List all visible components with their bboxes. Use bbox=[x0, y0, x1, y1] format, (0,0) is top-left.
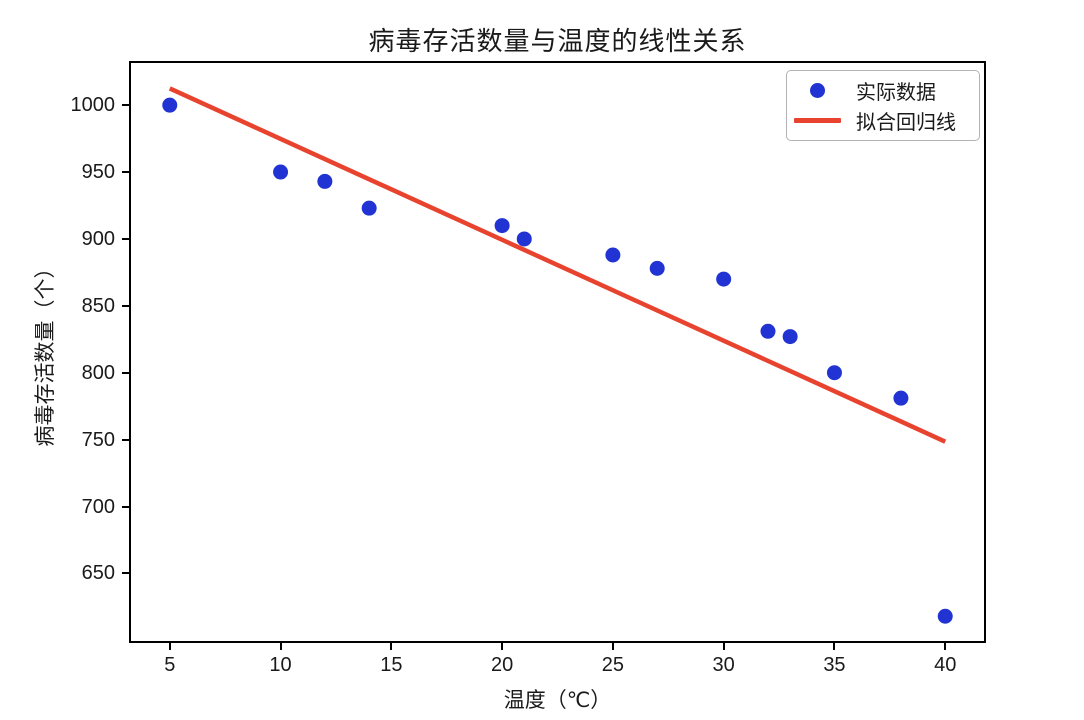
scatter-point bbox=[273, 164, 289, 180]
x-tick-mark bbox=[722, 643, 725, 650]
scatter-point bbox=[760, 323, 776, 339]
scatter-point bbox=[826, 365, 842, 381]
scatter-point bbox=[937, 608, 953, 624]
x-tick-mark bbox=[611, 643, 614, 650]
y-tick-mark bbox=[122, 438, 129, 441]
scatter-marker-icon bbox=[809, 82, 825, 98]
y-tick-mark bbox=[122, 371, 129, 374]
y-tick-mark bbox=[122, 171, 129, 174]
y-tick-label: 750 bbox=[81, 428, 115, 451]
scatter-point bbox=[317, 173, 333, 189]
x-tick-label: 30 bbox=[712, 654, 735, 676]
scatter-point bbox=[893, 390, 909, 406]
scatter-point bbox=[782, 329, 798, 345]
y-tick-mark bbox=[122, 505, 129, 508]
x-tick-label: 40 bbox=[934, 654, 957, 676]
x-axis-label: 温度（℃） bbox=[503, 689, 612, 712]
chart-title: 病毒存活数量与温度的线性关系 bbox=[368, 26, 747, 56]
y-tick-label: 900 bbox=[81, 227, 115, 250]
x-tick-mark bbox=[944, 643, 947, 650]
x-tick-label: 20 bbox=[490, 654, 514, 676]
scatter-point bbox=[716, 271, 732, 287]
plot-canvas bbox=[162, 86, 953, 624]
y-tick-label: 700 bbox=[81, 495, 115, 518]
regression-line bbox=[168, 86, 947, 444]
y-tick-label: 1000 bbox=[70, 94, 116, 117]
x-tick-mark bbox=[501, 643, 504, 650]
line-marker-icon bbox=[793, 118, 841, 124]
scatter-point bbox=[516, 231, 532, 247]
x-tick-label: 25 bbox=[601, 654, 624, 676]
y-tick-label: 950 bbox=[81, 161, 115, 184]
scatter-point bbox=[361, 200, 377, 216]
x-tick-mark bbox=[168, 643, 171, 650]
x-tick-label: 35 bbox=[823, 654, 846, 676]
x-tick-mark bbox=[279, 643, 282, 650]
scatter-point bbox=[494, 218, 510, 234]
x-tick-label: 5 bbox=[164, 654, 176, 676]
y-axis-label: 病毒存活数量（个） bbox=[34, 257, 57, 447]
y-tick-label: 850 bbox=[81, 294, 115, 317]
scatter-point bbox=[605, 247, 621, 263]
x-tick-mark bbox=[833, 643, 836, 650]
legend-item-regression-line: 拟合回归线 bbox=[787, 107, 979, 135]
y-tick-mark bbox=[122, 572, 129, 575]
y-tick-label: 800 bbox=[81, 361, 115, 384]
legend-marker-col bbox=[787, 118, 847, 124]
x-tick-label: 10 bbox=[269, 654, 292, 676]
legend-label-regression-line: 拟合回归线 bbox=[856, 112, 956, 135]
plot-area bbox=[129, 61, 986, 643]
x-tick-label: 15 bbox=[380, 654, 403, 676]
legend: 实际数据 拟合回归线 bbox=[786, 70, 980, 141]
y-tick-mark bbox=[122, 304, 129, 307]
y-tick-mark bbox=[122, 237, 129, 240]
scatter-point bbox=[162, 97, 178, 113]
x-tick-mark bbox=[390, 643, 393, 650]
y-tick-mark bbox=[122, 104, 129, 107]
legend-label-actual-data: 实际数据 bbox=[856, 81, 936, 104]
legend-item-actual-data: 实际数据 bbox=[787, 76, 979, 104]
scatter-point bbox=[649, 260, 665, 276]
legend-marker-col bbox=[787, 82, 847, 98]
y-tick-label: 650 bbox=[81, 562, 115, 585]
